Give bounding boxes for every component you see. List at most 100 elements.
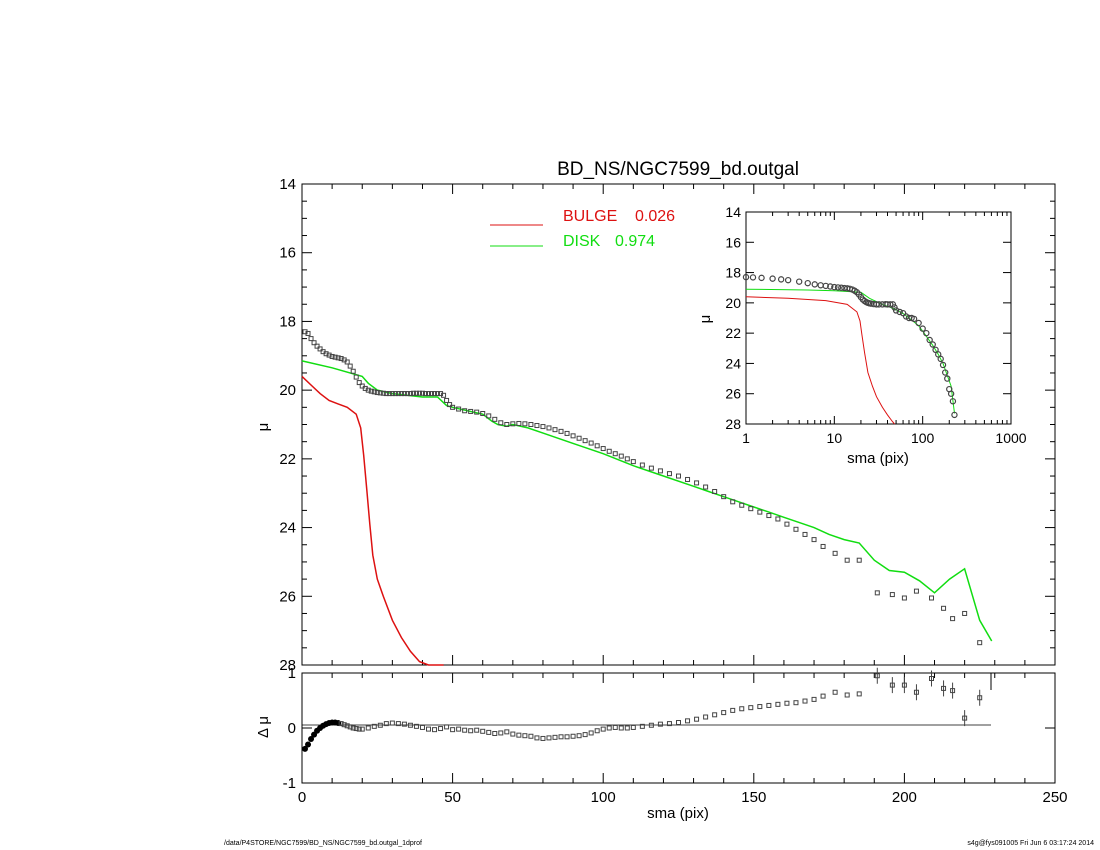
inset-series (742, 273, 958, 425)
data-marker (308, 336, 314, 342)
inset-x-axis-label: sma (pix) (847, 450, 909, 467)
main-y-tick-label: 28 (279, 657, 296, 674)
residual-marker (359, 726, 365, 732)
data-marker (468, 408, 474, 414)
data-marker (474, 409, 480, 415)
residual-marker (721, 710, 727, 716)
residual-marker (426, 726, 432, 732)
inset-y-tick-label: 22 (725, 325, 741, 341)
residual-marker (582, 732, 588, 738)
residual-x-axis-label: sma (pix) (647, 805, 709, 822)
inset-y-axis-label: μ (697, 315, 714, 324)
data-marker (639, 462, 645, 468)
residual-marker (929, 676, 935, 681)
main-y-ticks: 14 16 18 20 22 24 26 28 (279, 176, 1056, 674)
residual-marker (456, 726, 462, 732)
data-marker (694, 480, 700, 486)
residual-marker (492, 731, 498, 736)
data-marker (540, 424, 546, 430)
residual-marker (450, 727, 456, 733)
inset-background (746, 212, 1011, 424)
residual-y-tick-label: -1 (283, 775, 296, 792)
residual-marker (353, 726, 359, 732)
residual-marker (498, 730, 504, 736)
data-marker (492, 416, 498, 422)
residual-marker (676, 720, 681, 725)
inset-y-tick-label: 18 (725, 265, 741, 281)
data-marker (429, 391, 435, 397)
data-marker (552, 427, 558, 433)
inset-data-marker (795, 278, 803, 285)
inset-data-marker (919, 325, 926, 332)
inset-y-tick-label: 24 (725, 355, 741, 371)
data-marker (546, 425, 552, 431)
data-marker (588, 440, 594, 446)
residual-marker (401, 721, 407, 727)
data-marker (576, 435, 582, 441)
data-marker (516, 420, 522, 426)
main-y-tick-label: 16 (279, 245, 296, 262)
data-marker (392, 391, 398, 397)
data-marker (435, 391, 441, 397)
data-marker (802, 531, 808, 537)
data-marker (480, 411, 486, 417)
data-marker (606, 448, 612, 454)
inset-data-marker (896, 308, 903, 316)
residual-marker (639, 723, 645, 729)
data-marker (889, 592, 895, 598)
inset-x-tick-label: 1 (742, 430, 750, 446)
inset-data-marker (915, 319, 922, 327)
residual-marker (666, 721, 672, 727)
residual-marker (371, 723, 377, 729)
data-marker (929, 595, 935, 601)
inset-data-marker (758, 274, 765, 282)
data-marker (648, 465, 654, 471)
inset-data-marker (784, 276, 792, 284)
inset-data-marker (827, 283, 834, 290)
inset-data-marker (838, 284, 845, 291)
data-marker (447, 402, 453, 408)
residual-marker (775, 701, 781, 707)
residual-marker (694, 716, 700, 722)
data-marker (685, 476, 691, 482)
inset-plot-frame (745, 211, 1012, 425)
residual-marker (657, 721, 663, 727)
residual-marker (564, 734, 570, 740)
data-marker (721, 494, 727, 500)
data-marker (844, 557, 850, 563)
inset-data-marker (926, 336, 933, 344)
residual-marker (576, 733, 582, 739)
main-panel: 14 16 18 20 22 24 26 28 μ BULGE 0.026 DISK 0.97… (255, 176, 1056, 674)
data-marker (335, 355, 341, 361)
residual-marker (588, 730, 594, 736)
data-marker (389, 391, 395, 397)
residual-marker (407, 722, 413, 728)
data-marker (962, 610, 968, 616)
data-marker (775, 516, 781, 522)
residual-marker (486, 729, 492, 735)
main-y-tick-label: 22 (279, 451, 296, 468)
data-marker (329, 353, 335, 359)
inset-data-marker (891, 304, 898, 311)
data-marker (413, 390, 419, 396)
data-marker (350, 368, 356, 374)
residual-marker (347, 724, 353, 730)
legend-bulge-value: 0.026 (635, 208, 675, 225)
residual-marker (444, 724, 450, 730)
residual-marker (739, 706, 745, 712)
data-marker (941, 605, 947, 611)
data-marker (624, 456, 630, 462)
data-marker (374, 390, 380, 396)
data-marker (676, 473, 681, 479)
residual-marker (546, 735, 552, 741)
data-marker (380, 390, 386, 396)
residual-marker (874, 673, 880, 679)
residual-marker (338, 721, 344, 727)
residual-marker (977, 695, 983, 701)
series-line-disk (301, 360, 993, 642)
inset-data-marker (811, 281, 818, 288)
data-marker (600, 446, 606, 452)
inset-data-marker (942, 369, 949, 376)
residual-panel: 10-10 50 100 150 200 250 Δ μ sma (pix) (255, 665, 1068, 822)
data-marker (564, 430, 570, 436)
